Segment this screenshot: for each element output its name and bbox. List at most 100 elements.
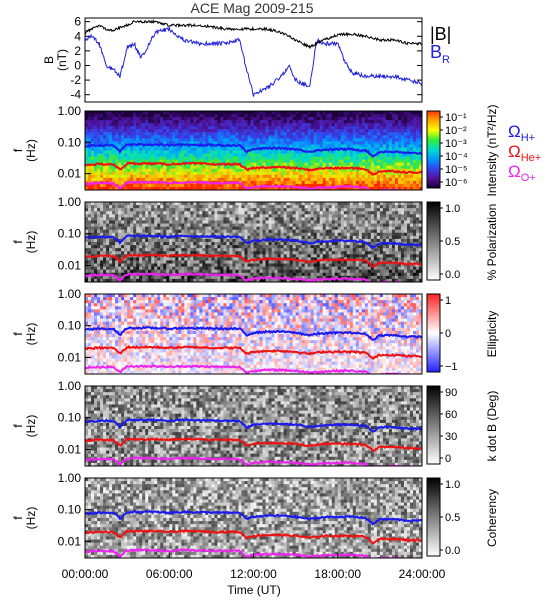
intensity-cell <box>163 186 167 190</box>
polarization-cell <box>103 202 107 206</box>
intensity-cell <box>325 186 330 190</box>
intensity-cell <box>148 123 152 127</box>
polarization-cell <box>157 217 161 221</box>
intensity-cell <box>412 120 417 124</box>
intensity-cell <box>346 114 351 118</box>
intensity-cell <box>121 153 125 157</box>
polarization-cell <box>412 235 417 240</box>
intensity-cell <box>214 111 218 115</box>
intensity-cell <box>343 168 348 173</box>
intensity-cell <box>199 126 203 130</box>
intensity-cell <box>121 117 125 121</box>
intensity-cell <box>346 159 351 164</box>
intensity-cell <box>145 153 149 157</box>
polarization-cell <box>274 217 278 221</box>
polarization-cell <box>196 232 200 237</box>
intensity-cell <box>244 156 248 161</box>
polarization-cell <box>106 205 110 209</box>
intensity-cell <box>295 132 300 136</box>
polarization-cell <box>109 202 113 206</box>
polarization-cell <box>115 223 119 228</box>
intensity-cell <box>124 168 128 173</box>
intensity-cell <box>361 123 366 127</box>
intensity-cell <box>247 150 251 154</box>
intensity-cell <box>322 153 327 157</box>
intensity-cell <box>214 177 218 182</box>
polarization-cell <box>349 226 354 231</box>
intensity-cell <box>139 183 143 188</box>
polarization-cell <box>100 205 104 209</box>
polarization-cell <box>193 248 197 252</box>
intensity-cell <box>325 117 330 121</box>
polarization-cell <box>358 254 363 258</box>
polarization-cell <box>136 202 140 206</box>
intensity-cell <box>235 120 239 124</box>
intensity-cell <box>106 165 110 170</box>
polarization-cell <box>325 248 330 252</box>
intensity-cell <box>112 141 116 145</box>
polarization-cell <box>367 208 372 212</box>
polarization-cell <box>382 217 387 221</box>
polarization-cell <box>85 251 89 255</box>
intensity-cell <box>142 156 146 161</box>
intensity-cell <box>151 168 155 173</box>
polarization-cell <box>370 214 375 218</box>
polarization-cell <box>391 220 396 224</box>
polarization-cell <box>397 217 402 221</box>
intensity-cell <box>352 123 357 127</box>
intensity-cell <box>373 138 378 142</box>
polarization-cell <box>322 232 327 237</box>
polarization-cell <box>280 235 284 240</box>
polarization-cell <box>325 254 330 258</box>
polarization-cell <box>169 248 173 252</box>
polarization-cell <box>361 232 366 237</box>
polarization-cell <box>334 211 339 215</box>
intensity-cell <box>337 177 342 182</box>
intensity-cell <box>91 123 95 127</box>
polarization-cell <box>94 251 98 255</box>
polarization-cell <box>328 242 333 246</box>
polarization-cell <box>175 202 179 206</box>
polarization-cell <box>325 217 330 221</box>
polarization-cell <box>133 242 137 246</box>
polarization-cell <box>394 229 399 234</box>
polarization-cell <box>178 235 182 240</box>
intensity-cell <box>154 159 158 164</box>
intensity-cell <box>121 135 125 139</box>
intensity-cell <box>175 144 179 148</box>
intensity-cell <box>394 183 399 188</box>
intensity-cell <box>178 186 182 190</box>
polarization-cell <box>376 235 381 240</box>
intensity-cell <box>376 141 381 145</box>
intensity-cell <box>346 186 351 190</box>
polarization-cell <box>211 223 215 228</box>
intensity-cell <box>166 144 170 148</box>
polarization-cell <box>208 245 212 249</box>
polarization-cell <box>301 226 306 231</box>
intensity-cell <box>328 159 333 164</box>
intensity-cell <box>244 126 248 130</box>
intensity-cell <box>187 129 191 133</box>
intensity-cell <box>412 159 417 164</box>
intensity-cell <box>340 162 345 167</box>
intensity-cell <box>325 114 330 118</box>
polarization-cell <box>367 248 372 252</box>
intensity-cell <box>247 141 251 145</box>
polarization-cell <box>379 208 384 212</box>
polarization-cell <box>103 223 107 228</box>
intensity-cell <box>136 174 140 179</box>
intensity-cell <box>133 132 137 136</box>
intensity-cell <box>247 147 251 151</box>
polarization-cell <box>400 211 405 215</box>
intensity-cell <box>118 126 122 130</box>
polarization-cell <box>139 242 143 246</box>
intensity-cell <box>367 165 372 170</box>
intensity-cell <box>127 120 131 124</box>
intensity-cell <box>211 168 215 173</box>
polarization-cell <box>163 226 167 231</box>
intensity-cell <box>91 117 95 121</box>
intensity-cell <box>166 135 170 139</box>
intensity-cell <box>373 183 378 188</box>
intensity-cell <box>346 111 351 115</box>
intensity-cell <box>250 144 254 148</box>
